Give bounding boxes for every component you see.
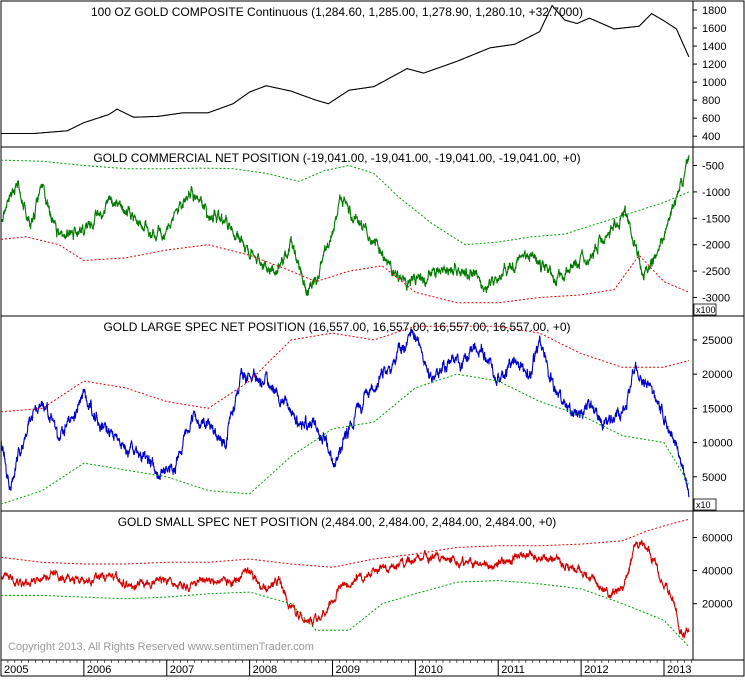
x-tick-label: 2005 <box>4 664 28 676</box>
x-tick-label: 2009 <box>335 664 359 676</box>
y-tick-label: 15000 <box>702 403 733 415</box>
band-line-band_green <box>1 373 690 505</box>
panel-title: GOLD COMMERCIAL NET POSITION (-19,041.00… <box>93 151 580 165</box>
panel-frame <box>0 146 745 317</box>
panel-4: 20000 40000 60000 GOLD SMALL SPEC NET POSIT… <box>0 510 745 661</box>
panel-2: -500 -1000 -1500 -2000 -2500 -3000 GOLD COMMER… <box>0 146 745 317</box>
y-tick-label: 10000 <box>702 438 733 450</box>
series-line-large_spec <box>1 328 690 498</box>
x-tick-label: 2007 <box>170 664 194 676</box>
multiplier-label: x100 <box>696 305 716 315</box>
y-tick-label: 1600 <box>702 23 726 35</box>
y-tick-label: 600 <box>702 113 720 125</box>
x-tick-label: 2013 <box>667 664 691 676</box>
band-line-band_green <box>1 580 690 648</box>
y-tick-label: -2500 <box>702 266 730 278</box>
x-tick-label: 2012 <box>584 664 608 676</box>
multiplier-box: x100 <box>693 303 717 316</box>
y-tick-label: 40000 <box>702 566 733 578</box>
series-line-price <box>1 4 690 135</box>
y-tick-label: 1800 <box>702 5 726 17</box>
x-axis: 2005 2006 2007 2008 2009 2010 2011 2012 2013 <box>0 659 745 677</box>
panel-title: GOLD SMALL SPEC NET POSITION (2,484.00, … <box>118 515 557 529</box>
y-tick-label: 800 <box>702 95 720 107</box>
panel-frame <box>0 315 745 512</box>
series-line-commercial <box>1 154 690 296</box>
series-line-small_spec <box>1 539 690 640</box>
y-tick-label: -2000 <box>702 240 730 252</box>
y-tick-label: 1200 <box>702 59 726 71</box>
x-axis-frame <box>0 659 745 677</box>
panel-3: 5000 10000 15000 20000 25000 GOLD LARGE SPEC … <box>0 315 745 512</box>
multiplier-box: x10 <box>693 498 717 511</box>
y-tick-label: 400 <box>702 131 720 143</box>
y-tick-label: 5000 <box>702 472 726 484</box>
x-tick-label: 2006 <box>87 664 111 676</box>
y-tick-label: 25000 <box>702 335 733 347</box>
y-tick-label: 60000 <box>702 532 733 544</box>
panel-title: GOLD LARGE SPEC NET POSITION (16,557.00,… <box>103 320 570 334</box>
y-tick-label: -1500 <box>702 213 730 225</box>
band-line-band_red <box>1 325 690 413</box>
band-line-band_red <box>1 236 690 304</box>
y-tick-label: 20000 <box>702 369 733 381</box>
y-tick-label: 1000 <box>702 77 726 89</box>
multiplier-label: x10 <box>696 500 711 510</box>
panel-1: 400 600 800 1000 1200 1400 1600 1800 100 OZ GOLD… <box>0 0 745 148</box>
y-tick-label: 1400 <box>702 41 726 53</box>
panel-title: 100 OZ GOLD COMPOSITE Continuous (1,284.… <box>91 5 583 19</box>
y-tick-label: -1000 <box>702 187 730 199</box>
y-tick-label: -3000 <box>702 293 730 305</box>
x-tick-label: 2010 <box>418 664 442 676</box>
band-line-band_green <box>1 159 690 246</box>
panel-frame <box>0 510 745 661</box>
copyright-text: Copyright 2013, All Rights Reserved www.… <box>8 641 314 653</box>
panel-frame <box>0 0 745 148</box>
y-tick-label: 20000 <box>702 599 733 611</box>
y-tick-label: -500 <box>702 160 724 172</box>
x-tick-label: 2011 <box>501 664 525 676</box>
x-tick-label: 2008 <box>253 664 277 676</box>
